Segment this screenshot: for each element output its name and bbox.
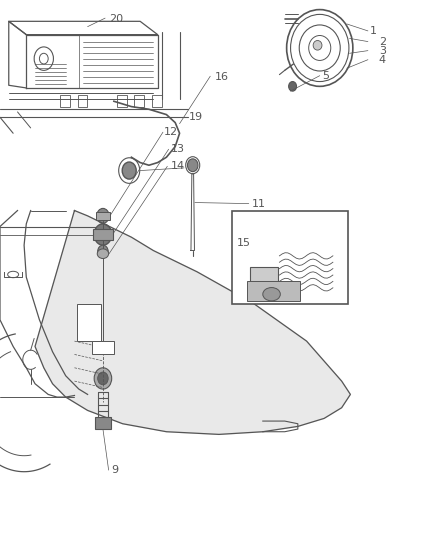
Text: 1: 1	[370, 26, 377, 36]
Bar	[92, 341, 114, 354]
Ellipse shape	[7, 271, 18, 278]
Bar	[247, 281, 300, 301]
Bar	[93, 229, 113, 240]
Ellipse shape	[290, 14, 349, 82]
Circle shape	[122, 162, 136, 179]
Bar	[250, 266, 278, 296]
Text: 20: 20	[110, 14, 124, 23]
Text: 11: 11	[252, 199, 266, 208]
Bar	[152, 95, 162, 107]
Circle shape	[97, 208, 109, 223]
Bar	[95, 417, 111, 429]
Circle shape	[187, 159, 198, 172]
Text: 2: 2	[379, 37, 386, 46]
Text: 12: 12	[164, 127, 178, 137]
Circle shape	[98, 372, 108, 385]
Bar	[77, 304, 101, 341]
Bar	[78, 95, 87, 107]
Text: 3: 3	[379, 46, 386, 55]
Bar	[117, 95, 127, 107]
Text: 9: 9	[112, 465, 119, 475]
Text: 4: 4	[379, 55, 386, 65]
Bar	[96, 212, 110, 220]
Bar	[134, 95, 144, 107]
Ellipse shape	[309, 36, 331, 60]
Ellipse shape	[313, 41, 322, 50]
Bar	[232, 211, 348, 304]
Circle shape	[98, 245, 108, 258]
Text: 5: 5	[322, 71, 329, 80]
Text: 13: 13	[171, 144, 185, 154]
Text: 16: 16	[215, 72, 229, 82]
Text: 15: 15	[237, 238, 251, 247]
Circle shape	[94, 368, 112, 389]
Ellipse shape	[97, 249, 109, 259]
Ellipse shape	[299, 25, 340, 71]
Ellipse shape	[263, 288, 280, 301]
Bar	[60, 95, 70, 107]
Text: 19: 19	[188, 112, 202, 122]
Circle shape	[94, 224, 112, 245]
Ellipse shape	[286, 10, 353, 86]
Polygon shape	[35, 211, 350, 434]
Text: 14: 14	[171, 161, 185, 171]
Circle shape	[289, 82, 297, 91]
